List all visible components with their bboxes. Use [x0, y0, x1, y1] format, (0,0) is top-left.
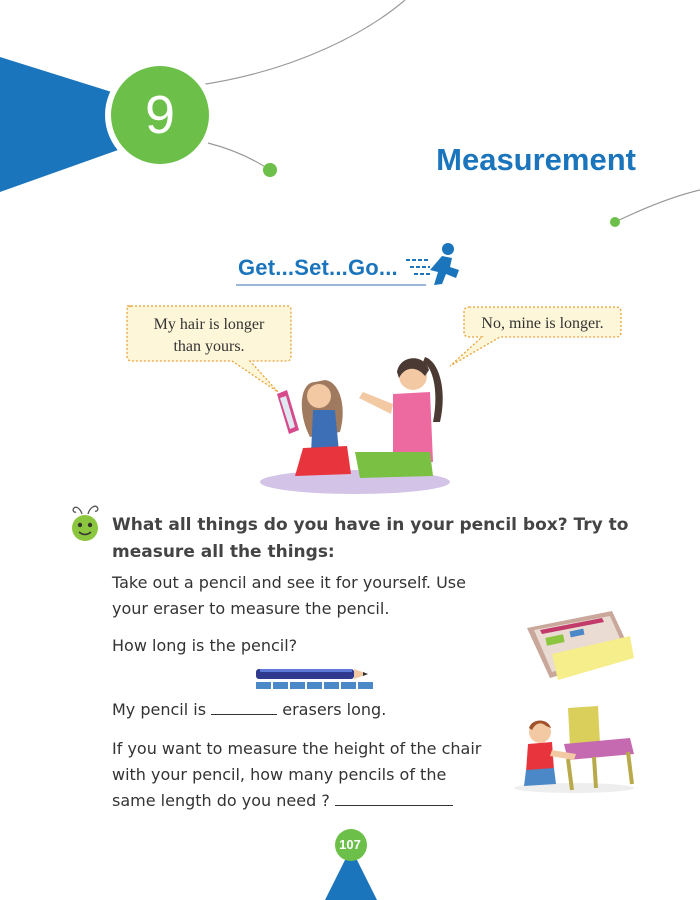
blue-banner-shape — [0, 57, 118, 192]
answer-blank[interactable] — [211, 700, 278, 715]
bubble-right-text: No, mine is longer. — [481, 315, 604, 332]
paragraph-line: If you want to measure the height of the… — [112, 739, 482, 758]
paragraph-line: same length do you need ? — [112, 791, 330, 810]
chapter-circle — [111, 66, 209, 164]
decor-dot — [610, 217, 620, 227]
paragraph-line: your eraser to measure the pencil. — [112, 599, 390, 618]
bubble-left-line: than yours. — [173, 338, 245, 355]
question-line: What all things do you have in your penc… — [112, 515, 629, 535]
paragraph-instructions: Take out a pencil and see it for yoursel… — [112, 570, 466, 622]
decor-curve — [614, 189, 700, 223]
speech-bubble-left — [126, 305, 292, 393]
fill-in-suffix: erasers long. — [282, 700, 387, 719]
chapter-number: 9 — [144, 85, 176, 145]
decor-curve — [207, 142, 271, 171]
fill-in-prefix: My pencil is — [112, 700, 207, 719]
paragraph-chair-question: If you want to measure the height of the… — [112, 736, 508, 814]
decor-curve — [199, 0, 406, 86]
page-number-circle — [335, 829, 367, 861]
paragraph-line: with your pencil, how many pencils of th… — [112, 765, 447, 784]
page-tab-shape — [325, 860, 377, 900]
answer-blank[interactable] — [334, 791, 453, 806]
section-heading: Get...Set...Go... — [238, 255, 398, 280]
bubble-left-line: My hair is longer — [153, 316, 265, 333]
girls-comparing-hair-illustration — [260, 357, 450, 494]
page-title: Measurement — [436, 142, 636, 177]
page-number: 107 — [339, 837, 361, 852]
paragraph-question: How long is the pencil? — [112, 636, 298, 655]
decor-dot — [263, 163, 277, 177]
bug-icon — [72, 505, 99, 541]
section-underline — [236, 284, 426, 286]
question-line: measure all the things: — [112, 542, 335, 562]
pencil-box-illustration — [527, 611, 634, 680]
speech-bubbles — [126, 305, 622, 393]
running-man-icon — [406, 243, 459, 285]
paragraph-line-with-blank: same length do you need ? — [112, 788, 508, 814]
bubble-left-text: My hair is longer than yours. — [127, 314, 291, 358]
paragraph-fill-in: My pencil is erasers long. — [112, 697, 386, 723]
boy-measuring-chair-illustration — [514, 706, 634, 793]
paragraph-line: Take out a pencil and see it for yoursel… — [112, 573, 466, 592]
question-text: What all things do you have in your penc… — [112, 512, 652, 566]
pencil-and-erasers-illustration — [256, 669, 373, 689]
speech-bubble-right — [449, 306, 622, 367]
